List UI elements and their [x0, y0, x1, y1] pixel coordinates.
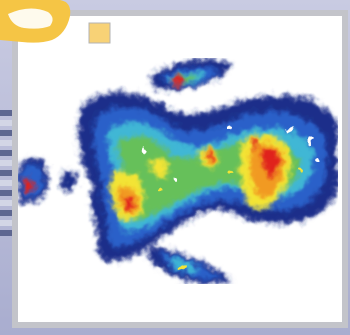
badge-square: [88, 22, 111, 44]
heat-blob: [18, 58, 338, 284]
left-stripes: [0, 110, 18, 236]
corner-yellow-shape: [0, 0, 71, 43]
